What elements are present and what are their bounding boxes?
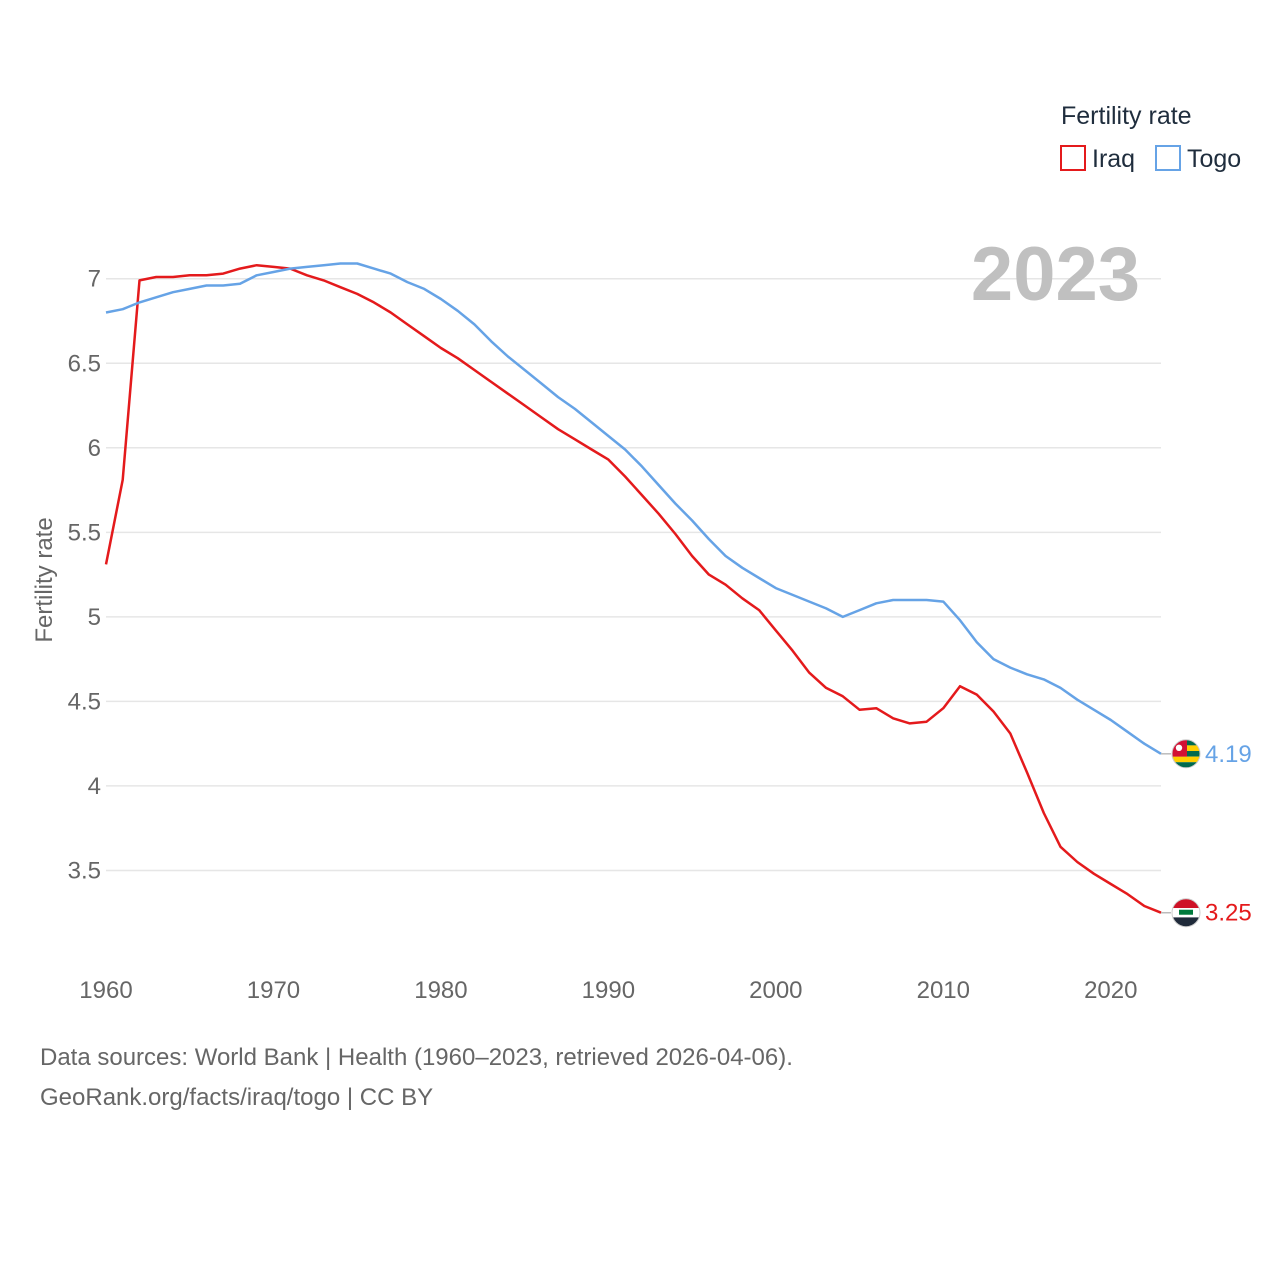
legend: Fertility rate Iraq Togo — [1060, 102, 1241, 173]
x-tick-label-6: 2020 — [1084, 977, 1137, 1004]
y-tick-label-4: 5.5 — [68, 519, 101, 546]
legend-item-togo[interactable]: Togo — [1155, 145, 1241, 173]
x-tick-label-2: 1980 — [414, 977, 467, 1004]
end-label-togo: 4.19 — [1205, 741, 1252, 768]
footer-credit: GeoRank.org/facts/iraq/togo | CC BY — [40, 1084, 434, 1111]
x-tick-label-5: 2010 — [917, 977, 970, 1004]
flag-iraq-icon — [1171, 898, 1201, 928]
y-tick-label-6: 6.5 — [68, 350, 101, 377]
series-line-togo — [105, 262, 1162, 755]
x-tick-label-4: 2000 — [749, 977, 802, 1004]
x-tick-label-1: 1970 — [247, 977, 300, 1004]
legend-item-iraq[interactable]: Iraq — [1060, 145, 1135, 173]
y-axis: 3.5 4 4.5 5 5.5 6 6.5 7 — [68, 266, 101, 885]
y-axis-title: Fertility rate — [31, 517, 58, 642]
legend-swatch-togo — [1155, 145, 1181, 171]
legend-swatch-iraq — [1060, 145, 1086, 171]
y-tick-label-1: 4 — [88, 773, 101, 800]
grid-lines — [106, 277, 1161, 872]
y-tick-label-2: 4.5 — [68, 688, 101, 715]
flag-togo-icon — [1171, 739, 1201, 769]
y-tick-label-5: 6 — [88, 435, 101, 462]
x-axis: 1960 1970 1980 1990 2000 2010 2020 — [79, 977, 1137, 1004]
legend-label-togo: Togo — [1187, 145, 1241, 173]
footer-source: Data sources: World Bank | Health (1960–… — [40, 1044, 793, 1071]
x-tick-label-3: 1990 — [582, 977, 635, 1004]
y-tick-label-0: 3.5 — [68, 857, 101, 884]
series-lines — [104, 262, 1162, 914]
year-watermark: 2023 — [971, 232, 1140, 317]
x-tick-label-0: 1960 — [79, 977, 132, 1004]
end-label-iraq: 3.25 — [1205, 900, 1252, 927]
y-tick-label-7: 7 — [88, 266, 101, 293]
legend-label-iraq: Iraq — [1092, 145, 1135, 173]
end-markers: 3.25 4.19 — [1161, 739, 1252, 928]
y-tick-label-3: 5 — [88, 604, 101, 631]
legend-title: Fertility rate — [1061, 102, 1192, 130]
series-line-iraq — [104, 263, 1162, 914]
